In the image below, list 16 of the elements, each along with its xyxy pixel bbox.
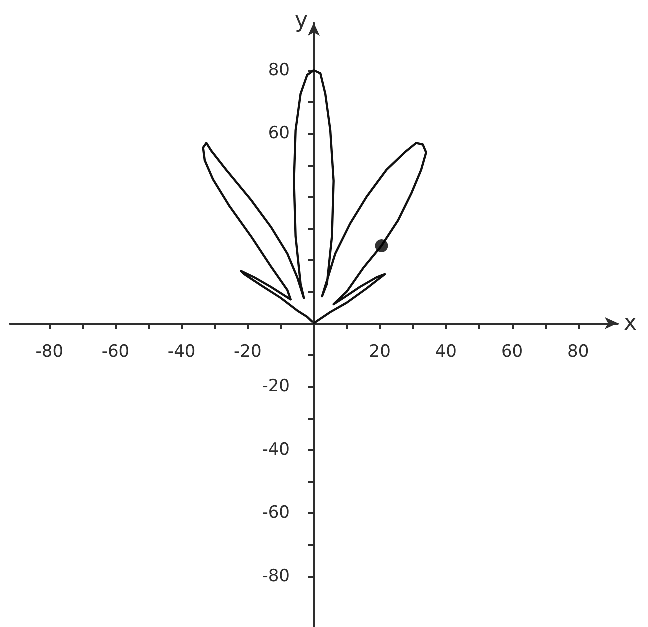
x-tick-label: -80 [36, 342, 64, 362]
x-axis-title: x [624, 310, 638, 336]
y-tick-label: 60 [268, 124, 290, 144]
y-axis-title: y [294, 8, 308, 34]
x-tick-label: -40 [168, 342, 196, 362]
y-tick-label: -40 [262, 440, 290, 460]
x-tick-label: 80 [568, 342, 590, 362]
y-tick-label: -80 [262, 566, 290, 586]
y-tick-label: 80 [268, 60, 290, 80]
x-tick-label: -20 [234, 342, 262, 362]
x-tick-label: 40 [435, 342, 457, 362]
x-tick-label: 20 [369, 342, 391, 362]
y-tick-label: -20 [262, 376, 290, 397]
x-tick-label: -60 [102, 342, 130, 362]
y-tick-label: -60 [262, 503, 290, 524]
x-tick-label: 60 [501, 342, 524, 362]
